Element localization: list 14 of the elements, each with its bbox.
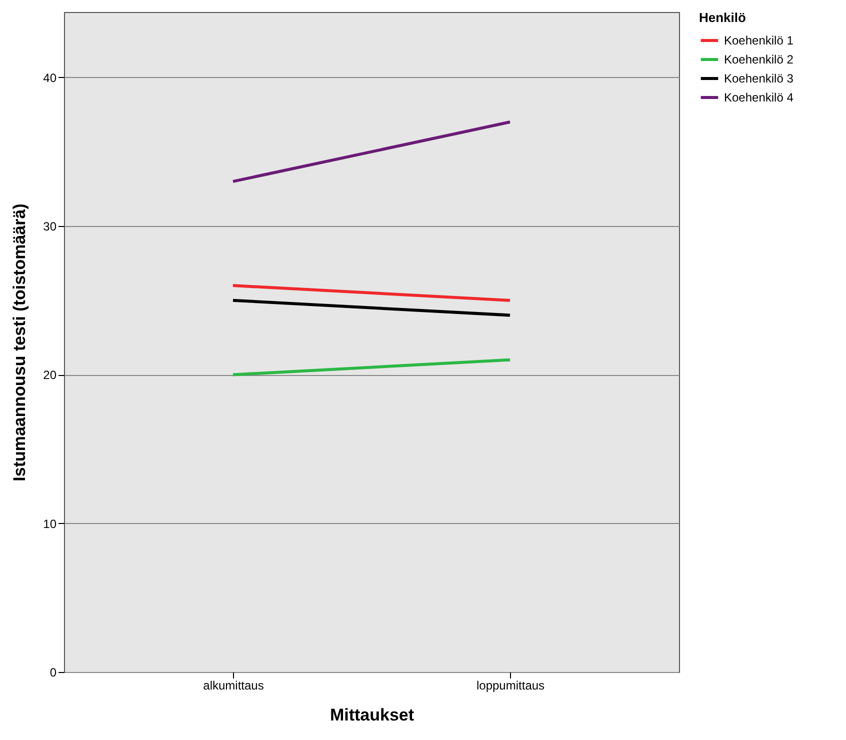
x-tick-label: loppumittaus	[476, 678, 545, 692]
y-axis-title: Istumaannousu testi (toistomäärä)	[10, 204, 30, 482]
y-tick-label: 20	[43, 368, 57, 382]
y-tick-label: 40	[43, 70, 57, 85]
x-tick-label: alkumittaus	[203, 678, 264, 692]
legend-title: Henkilö	[699, 10, 746, 25]
y-tick-label: 10	[43, 516, 57, 531]
legend-label: Koehenkilö 2	[724, 52, 794, 66]
x-axis-title: Mittaukset	[330, 706, 414, 724]
legend-label: Koehenkilö 1	[724, 34, 794, 48]
legend-label: Koehenkilö 3	[724, 72, 794, 86]
legend-label: Koehenkilö 4	[724, 90, 794, 104]
y-tick-label: 30	[43, 220, 57, 234]
y-tick-label: 0	[50, 666, 57, 680]
